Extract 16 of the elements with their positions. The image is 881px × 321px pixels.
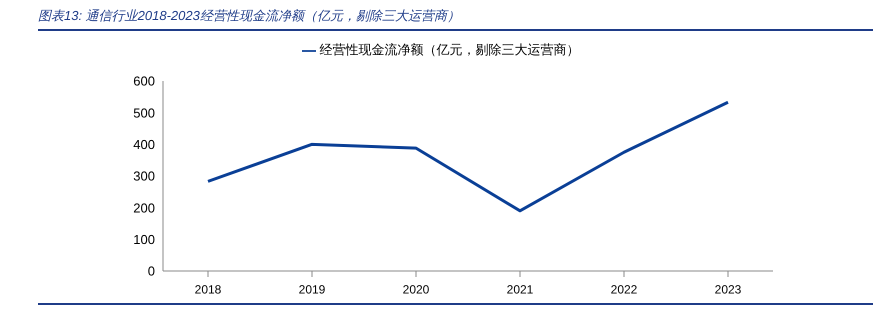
y-tick-label: 600 — [133, 74, 155, 89]
x-tick-label: 2022 — [610, 282, 638, 297]
x-tick-label: 2019 — [298, 282, 326, 297]
x-tick-label: 2018 — [194, 282, 222, 297]
y-tick-label: 400 — [133, 136, 155, 152]
y-tick-label: 0 — [148, 264, 155, 279]
x-tick-label: 2020 — [402, 282, 430, 297]
x-tick-label: 2021 — [506, 282, 534, 297]
y-tick-label: 200 — [133, 200, 155, 216]
x-tick-label: 2023 — [714, 282, 742, 297]
legend-label: 经营性现金流净额（亿元，剔除三大运营商） — [320, 42, 580, 57]
y-tick-label: 100 — [133, 232, 155, 247]
y-tick-label: 300 — [133, 168, 155, 184]
line-series — [206, 100, 730, 212]
chart-title: 图表13: 通信行业2018-2023经营性现金流净额（亿元，剔除三大运营商） — [37, 8, 461, 25]
y-tick-label: 500 — [133, 105, 155, 120]
